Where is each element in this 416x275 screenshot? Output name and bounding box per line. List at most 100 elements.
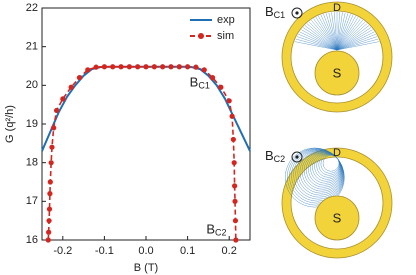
y-axis-label: G (q²/h) — [4, 105, 16, 143]
annotation-sub: C2 — [215, 228, 227, 238]
marker — [46, 206, 53, 212]
x-tick-label: 0.2 — [222, 245, 237, 257]
trajectory — [336, 41, 380, 51]
trajectory — [336, 33, 376, 51]
trajectories — [294, 12, 380, 51]
trajectory — [334, 12, 338, 51]
trajectory — [323, 13, 338, 51]
trajectory — [291, 148, 344, 202]
trajectory — [301, 150, 343, 192]
trajectory — [295, 149, 344, 198]
marker — [51, 125, 57, 131]
diagram-top: S D BC1 — [265, 1, 393, 113]
diagram-bottom: S D BC2 — [265, 147, 393, 259]
trajectory — [294, 41, 338, 51]
axes-frame — [41, 7, 251, 241]
trajectory — [289, 148, 345, 204]
trajectory — [336, 15, 356, 51]
trajectory — [310, 152, 342, 184]
trajectory — [310, 19, 338, 51]
legend-marker — [198, 33, 204, 39]
trajectory — [306, 23, 338, 51]
trajectory — [325, 13, 338, 51]
field-label: BC1 — [265, 4, 285, 20]
trajectory — [336, 13, 349, 51]
trajectory — [320, 154, 340, 174]
marker — [232, 183, 238, 189]
trajectory — [336, 38, 379, 51]
marker — [76, 75, 83, 81]
marker — [176, 64, 182, 70]
trajectory — [313, 18, 338, 51]
annotation-sub: C1 — [198, 81, 210, 91]
trajectory — [336, 19, 364, 51]
legend-label: exp — [217, 14, 235, 26]
marker — [45, 237, 51, 243]
trajectory — [295, 38, 338, 51]
y-tick-label: 17 — [26, 195, 38, 207]
trajectory — [312, 152, 341, 182]
trajectory — [296, 36, 338, 51]
marker — [48, 160, 54, 166]
trajectory — [298, 33, 338, 51]
x-tick-label: 0.0 — [138, 245, 153, 257]
y-tick-label: 22 — [26, 2, 38, 14]
trajectory — [336, 31, 375, 51]
marker — [231, 160, 237, 166]
trajectory — [336, 12, 340, 51]
trajectory — [322, 155, 340, 172]
x-tick-label: -0.2 — [53, 245, 72, 257]
marker — [49, 144, 55, 150]
trajectory — [316, 153, 341, 178]
trajectory — [336, 14, 354, 51]
marker — [209, 75, 216, 81]
trajectory — [297, 150, 343, 196]
drain-label: D — [333, 2, 341, 14]
marker — [126, 64, 132, 70]
annotation-base: B — [206, 222, 215, 237]
x-axis-label: B (T) — [134, 262, 158, 274]
marker — [135, 64, 141, 70]
trajectory — [336, 36, 378, 51]
trajectory — [328, 12, 338, 51]
label-base: B — [265, 148, 274, 163]
trajectory — [299, 150, 343, 194]
y-tick-label: 20 — [26, 79, 38, 91]
marker — [110, 64, 116, 70]
trajectory — [318, 154, 340, 176]
source-contact — [314, 195, 360, 241]
trajectory — [336, 21, 366, 51]
trajectory — [336, 27, 372, 51]
marker — [47, 191, 53, 197]
legend-label: sim — [217, 30, 234, 42]
trajectory — [308, 152, 342, 186]
trajectories — [284, 147, 345, 208]
trajectory — [336, 12, 346, 51]
marker — [68, 84, 74, 90]
marker — [85, 67, 91, 73]
label-sub: C2 — [274, 154, 286, 164]
trajectory — [336, 18, 361, 51]
trajectory — [314, 153, 341, 180]
trajectory — [336, 29, 373, 51]
source-contact — [314, 50, 360, 96]
trajectory — [315, 17, 338, 51]
trajectory — [320, 14, 338, 51]
trajectory — [331, 12, 338, 51]
marker — [185, 64, 191, 70]
label-sub: C1 — [274, 10, 286, 20]
marker — [232, 218, 239, 224]
trajectory — [304, 25, 338, 51]
marker — [229, 113, 235, 119]
trajectory — [318, 15, 338, 51]
marker — [60, 96, 66, 102]
annotation-base: B — [190, 75, 199, 90]
trajectory — [299, 31, 338, 51]
marker — [193, 64, 199, 70]
annotation: BC1 — [190, 75, 210, 91]
marker — [101, 64, 107, 70]
marker — [232, 198, 238, 204]
field-symbol — [291, 151, 303, 163]
